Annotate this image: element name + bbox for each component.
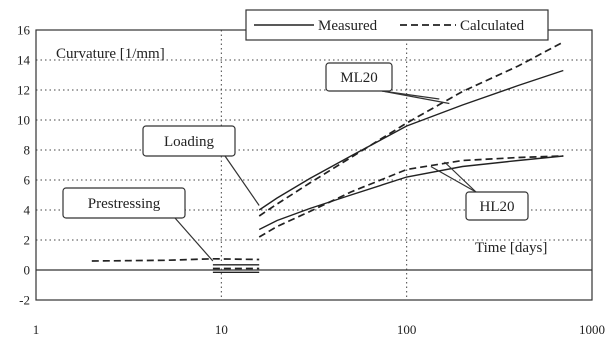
callout-label: Loading bbox=[164, 134, 214, 150]
y-tick-label: 0 bbox=[24, 263, 31, 278]
callout-box bbox=[465, 191, 529, 221]
y-tick-label: 12 bbox=[17, 83, 30, 98]
gridlines bbox=[36, 30, 592, 300]
callout-pointer bbox=[381, 90, 440, 100]
x-tick-label: 1000 bbox=[579, 322, 605, 337]
y-tick-label: 2 bbox=[24, 233, 31, 248]
series-line-hl20-dashed bbox=[258, 155, 564, 238]
series-line-ml20-dashed bbox=[258, 41, 564, 217]
y-tick-label: 6 bbox=[24, 173, 31, 188]
x-tick-label: 10 bbox=[215, 322, 228, 337]
y-tick-label: 14 bbox=[17, 53, 31, 68]
series-line-ml20-solid bbox=[258, 69, 564, 211]
callout-label: Prestressing bbox=[88, 196, 161, 212]
y-axis-label: Curvature [1/mm] bbox=[56, 46, 165, 62]
callout-box bbox=[325, 62, 393, 92]
callout-pointer bbox=[224, 155, 260, 206]
series-line-hl20-solid bbox=[258, 155, 564, 231]
callout-pointer bbox=[444, 161, 477, 193]
callout-box bbox=[62, 187, 186, 219]
y-tick-label: 16 bbox=[17, 23, 31, 38]
callout-box bbox=[142, 125, 236, 157]
axes: -2 0 2 4 6 8 10 12 14 16 1 10 100 1000 Curvature [1/mm… bbox=[17, 23, 605, 338]
callout-pointer bbox=[430, 165, 477, 193]
x-axis-label: Time [days] bbox=[475, 240, 547, 256]
y-tick-label: 10 bbox=[17, 113, 30, 128]
callout-pointer bbox=[174, 217, 214, 262]
annotations: Prestressing Loading ML20 HL20 bbox=[62, 62, 529, 262]
callout-label: ML20 bbox=[340, 70, 378, 86]
y-tick-label: 4 bbox=[24, 203, 31, 218]
legend-label-calculated: Calculated bbox=[460, 18, 525, 34]
y-tick-label: -2 bbox=[19, 293, 30, 308]
legend: Measured Calculated bbox=[245, 9, 549, 41]
legend-label-measured: Measured bbox=[318, 18, 378, 34]
series-line-prestressing-dashed bbox=[91, 257, 260, 262]
series-lines bbox=[91, 41, 564, 273]
callout-label: HL20 bbox=[480, 199, 515, 215]
y-tick-label: 8 bbox=[24, 143, 31, 158]
x-tick-label: 1 bbox=[33, 322, 40, 337]
x-tick-label: 100 bbox=[397, 322, 417, 337]
